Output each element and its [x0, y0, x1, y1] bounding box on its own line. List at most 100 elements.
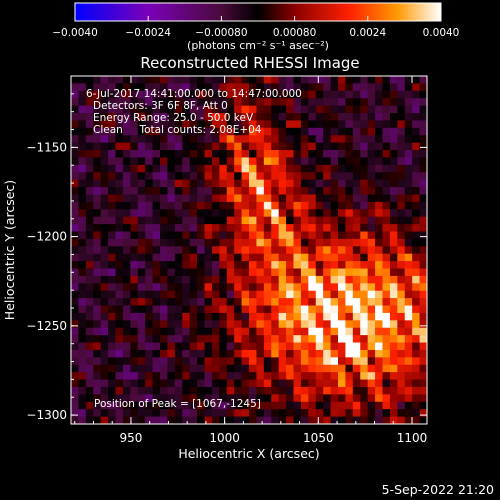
heatmap-cell: [338, 150, 346, 158]
heatmap-cell: [197, 164, 205, 173]
heatmap-cell: [397, 312, 406, 321]
heatmap-cell: [404, 209, 413, 217]
heatmap-cell: [93, 90, 101, 99]
heatmap-cell: [174, 179, 183, 188]
heatmap-cell: [226, 290, 235, 299]
heatmap-cell: [315, 150, 324, 158]
heatmap-cell: [211, 238, 220, 247]
heatmap-cell: [256, 120, 265, 129]
heatmap-cell: [93, 135, 101, 143]
heatmap-cell: [330, 349, 339, 358]
heatmap-cell: [382, 201, 391, 210]
heatmap-cell: [412, 342, 420, 351]
heatmap-cell: [100, 379, 109, 388]
heatmap-cell: [293, 401, 302, 410]
heatmap-cell: [293, 394, 302, 403]
heatmap-cell: [137, 127, 146, 136]
heatmap-cell: [308, 105, 317, 114]
heatmap-cell: [78, 238, 87, 247]
heatmap-cell: [204, 335, 213, 343]
heatmap-cell: [397, 394, 406, 403]
heatmap-cell: [219, 179, 228, 188]
heatmap-cell: [93, 179, 101, 188]
heatmap-cell: [71, 327, 79, 336]
heatmap-cell: [219, 90, 228, 99]
heatmap-cell: [130, 275, 139, 284]
heatmap-cell: [308, 268, 317, 277]
heatmap-cell: [271, 224, 279, 232]
heatmap-cell: [338, 224, 346, 232]
heatmap-cell: [412, 127, 420, 136]
heatmap-cell: [315, 164, 324, 173]
heatmap-cell: [160, 231, 168, 240]
heatmap-cell: [145, 83, 153, 92]
heatmap-cell: [234, 135, 242, 143]
heatmap-cell: [137, 76, 146, 84]
heatmap-cell: [323, 312, 331, 321]
heatmap-cell: [323, 372, 331, 380]
heatmap-cell: [160, 275, 168, 284]
heatmap-cell: [211, 335, 220, 343]
heatmap-cell: [93, 253, 101, 262]
heatmap-cell: [397, 224, 406, 232]
heatmap-cell: [256, 224, 265, 232]
heatmap-cell: [330, 416, 339, 425]
heatmap-cell: [71, 231, 79, 240]
heatmap-cell: [286, 312, 294, 321]
heatmap-cell: [256, 335, 265, 343]
heatmap-cell: [352, 357, 361, 366]
heatmap-cell: [130, 268, 139, 277]
heatmap-cell: [241, 401, 250, 410]
heatmap-cell: [174, 150, 183, 158]
heatmap-cell: [71, 90, 79, 99]
heatmap-cell: [323, 194, 331, 203]
heatmap-cell: [85, 335, 94, 343]
heatmap-cell: [308, 113, 317, 121]
heatmap-cell: [219, 386, 228, 395]
heatmap-cell: [278, 142, 287, 151]
heatmap-cell: [93, 246, 101, 254]
heatmap-cell: [419, 372, 428, 380]
heatmap-cell: [93, 113, 101, 121]
heatmap-cell: [330, 187, 339, 195]
heatmap-cell: [108, 120, 116, 129]
heatmap-cell: [167, 120, 176, 129]
heatmap-cell: [375, 253, 383, 262]
heatmap-cell: [85, 201, 94, 210]
heatmap-cell: [130, 320, 139, 329]
heatmap-cell: [211, 98, 220, 106]
heatmap-cell: [286, 172, 294, 180]
heatmap-cell: [174, 113, 183, 121]
heatmap-cell: [263, 105, 272, 114]
heatmap-cell: [78, 194, 87, 203]
heatmap-cell: [241, 216, 250, 225]
heatmap-cell: [412, 298, 420, 306]
heatmap-cell: [360, 83, 368, 92]
heatmap-cell: [360, 290, 368, 299]
heatmap-cell: [338, 194, 346, 203]
heatmap-cell: [323, 305, 331, 314]
heatmap-cell: [249, 401, 257, 410]
heatmap-cell: [419, 231, 428, 240]
heatmap-cell: [174, 342, 183, 351]
heatmap-cell: [308, 357, 317, 366]
heatmap-cell: [412, 305, 420, 314]
heatmap-cell: [197, 150, 205, 158]
heatmap-cell: [389, 312, 398, 321]
heatmap-cell: [263, 201, 272, 210]
heatmap-cell: [122, 238, 131, 247]
heatmap-cell: [315, 120, 324, 129]
heatmap-cell: [234, 238, 242, 247]
heatmap-cell: [137, 372, 146, 380]
heatmap-cell: [241, 120, 250, 129]
heatmap-cell: [286, 283, 294, 292]
heatmap-cell: [211, 120, 220, 129]
heatmap-cell: [241, 327, 250, 336]
heatmap-cell: [256, 76, 265, 84]
heatmap-cell: [286, 386, 294, 395]
heatmap-cell: [122, 305, 131, 314]
heatmap-cell: [152, 172, 161, 180]
heatmap-cell: [419, 312, 428, 321]
heatmap-cell: [152, 275, 161, 284]
time-range-annotation: 6-Jul-2017 14:41:00.000 to 14:47:00.000: [86, 88, 302, 100]
